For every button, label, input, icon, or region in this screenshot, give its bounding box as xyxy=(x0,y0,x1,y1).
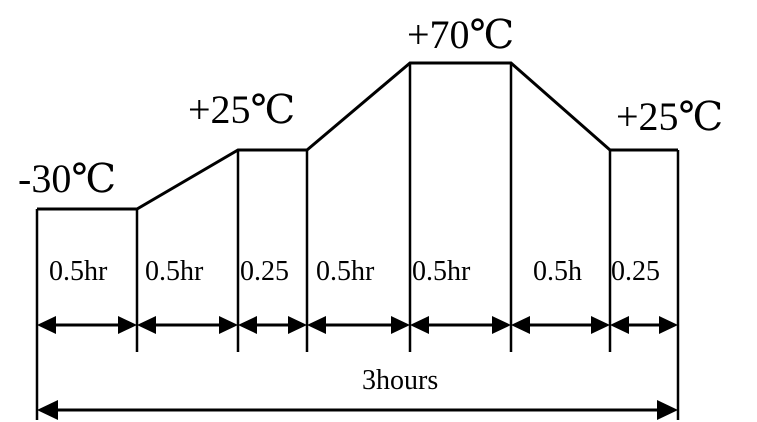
segment-arrow xyxy=(410,316,511,334)
segment-label: 0.5hr xyxy=(316,256,375,287)
temp-label-end: +25℃ xyxy=(616,94,723,139)
segment-label: 0.5h xyxy=(533,256,582,287)
segment-arrow xyxy=(37,316,137,334)
temp-label-mid1: +25℃ xyxy=(188,87,295,132)
total-duration-label: 3hours xyxy=(362,365,438,396)
segment-label: 0.5hr xyxy=(145,256,204,287)
temp-label-peak: +70℃ xyxy=(407,12,514,57)
segment-label: 0.5hr xyxy=(412,256,471,287)
segment-label: 0.25 xyxy=(611,256,660,287)
segment-arrow xyxy=(137,316,238,334)
segment-arrow xyxy=(511,316,610,334)
segment-label: 0.5hr xyxy=(49,256,108,287)
segment-arrow xyxy=(610,316,678,334)
segment-arrows xyxy=(37,316,678,334)
vertical-markers xyxy=(35,63,680,420)
temp-label-start: -30℃ xyxy=(18,156,116,201)
segment-label: 0.25 xyxy=(240,256,289,287)
temperature-profile-line xyxy=(37,61,678,211)
segment-arrow xyxy=(307,316,410,334)
total-arrow xyxy=(37,400,678,420)
segment-arrow xyxy=(238,316,307,334)
